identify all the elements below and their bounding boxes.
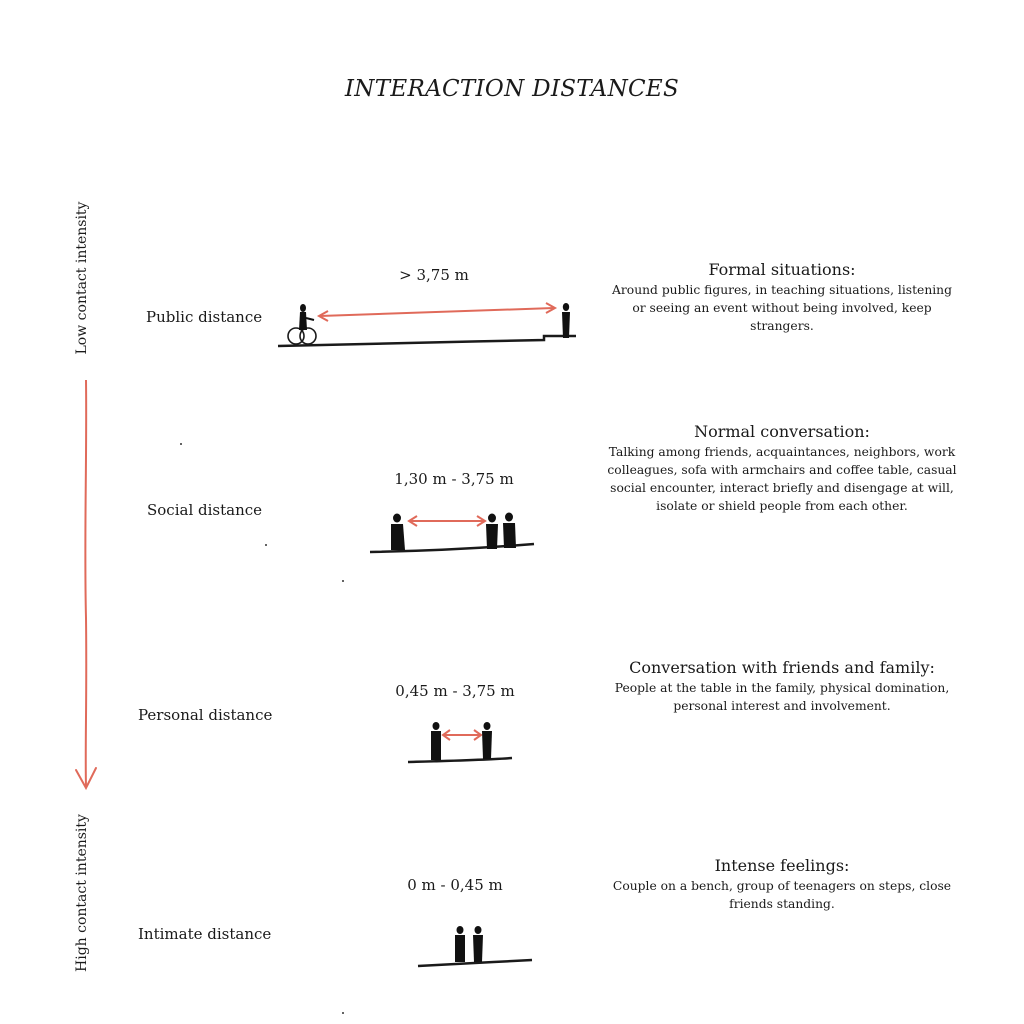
row-label-social: Social distance	[147, 501, 263, 519]
double-arrow-icon	[316, 302, 558, 322]
scan-speck	[180, 443, 182, 445]
description-heading: Formal situations:	[708, 260, 856, 279]
intimate-distance-scene	[417, 926, 533, 968]
description-text: Around public figures, in teaching situa…	[612, 283, 952, 333]
description-heading: Normal conversation:	[694, 422, 870, 441]
description-heading: Conversation with friends and family:	[629, 658, 935, 677]
standing-person-icon	[473, 926, 483, 962]
standing-person-icon	[562, 303, 570, 338]
description-text: Couple on a bench, group of teenagers on…	[612, 879, 952, 911]
description-heading: Intense feelings:	[714, 856, 850, 875]
axis-top-label: Low contact intensity	[74, 201, 90, 355]
intensity-arrow-icon	[75, 379, 97, 791]
standing-person-icon	[391, 513, 405, 550]
scan-speck	[342, 580, 344, 582]
row-label-public: Public distance	[146, 308, 263, 326]
double-arrow-icon	[407, 515, 487, 527]
standing-person-icon	[455, 926, 465, 962]
standing-person-icon	[503, 512, 516, 548]
description-personal: Conversation with friends and family: Pe…	[604, 658, 960, 715]
public-distance-scene	[277, 302, 576, 348]
description-public: Formal situations: Around public figures…	[604, 260, 960, 335]
cyclist-figure-icon	[287, 304, 317, 345]
standing-person-icon	[431, 722, 441, 760]
scan-speck	[265, 544, 267, 546]
scan-speck	[342, 1012, 344, 1014]
description-text: People at the table in the family, physi…	[614, 681, 950, 713]
description-intimate: Intense feelings: Couple on a bench, gro…	[604, 856, 960, 913]
axis-bottom-label: High contact intensity	[74, 814, 90, 972]
description-text: Talking among friends, acquaintances, ne…	[607, 445, 957, 513]
row-label-intimate: Intimate distance	[138, 925, 272, 943]
standing-person-icon	[482, 722, 492, 759]
range-intimate: 0 m - 0,45 m	[407, 876, 503, 894]
double-arrow-icon	[441, 729, 483, 741]
personal-distance-scene	[407, 722, 513, 764]
range-social: 1,30 m - 3,75 m	[394, 470, 514, 488]
description-social: Normal conversation: Talking among frien…	[604, 422, 960, 515]
range-public: > 3,75 m	[399, 266, 469, 284]
range-personal: 0,45 m - 3,75 m	[395, 682, 515, 700]
row-label-personal: Personal distance	[138, 706, 273, 724]
page-title: INTERACTION DISTANCES	[344, 76, 680, 102]
social-distance-scene	[369, 512, 535, 554]
standing-person-icon	[486, 513, 498, 549]
